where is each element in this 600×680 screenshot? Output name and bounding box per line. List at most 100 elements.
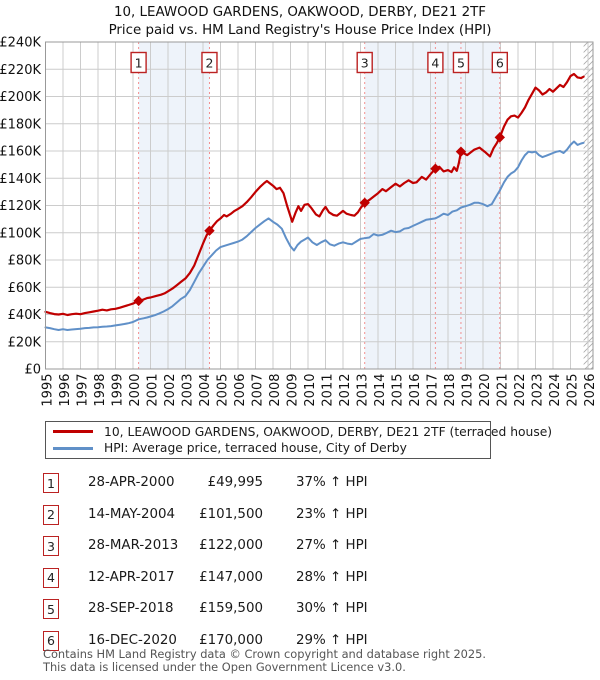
- svg-text:£40K: £40K: [8, 308, 42, 323]
- sale-date: 16-DEC-2020: [88, 632, 177, 648]
- sale-price: £159,500: [199, 601, 263, 616]
- svg-text:3: 3: [361, 56, 369, 71]
- svg-text:2008: 2008: [268, 374, 283, 407]
- sale-date: 28-MAR-2013: [88, 538, 179, 553]
- svg-text:5: 5: [457, 56, 465, 71]
- svg-text:£80K: £80K: [8, 254, 42, 269]
- sale-vs-hpi: 27% ↑ HPI: [296, 538, 368, 553]
- sale-price: £49,995: [207, 475, 263, 490]
- svg-text:2003: 2003: [181, 374, 196, 407]
- svg-text:2015: 2015: [391, 374, 406, 407]
- svg-text:1996: 1996: [58, 374, 73, 407]
- svg-text:2021: 2021: [496, 374, 511, 407]
- sale-number-badge: 3: [43, 536, 59, 556]
- svg-text:2025: 2025: [566, 374, 581, 407]
- sale-row-2: 2 14-MAY-2004 £101,500 23% ↑ HPI: [43, 504, 583, 525]
- grid: [45, 41, 593, 370]
- svg-text:4: 4: [431, 56, 439, 71]
- sale-number-badge: 1: [43, 473, 59, 493]
- svg-text:2012: 2012: [338, 374, 353, 407]
- svg-text:2013: 2013: [356, 374, 371, 407]
- svg-text:2001: 2001: [146, 374, 161, 407]
- sale-number-badge: 2: [43, 504, 59, 525]
- sale-number-badge: 6: [43, 630, 59, 651]
- svg-text:2023: 2023: [531, 374, 546, 407]
- svg-text:2011: 2011: [321, 374, 336, 407]
- svg-text:2018: 2018: [443, 374, 458, 407]
- legend-item-property: 10, LEAWOOD GARDENS, OAKWOOD, DERBY, DE2…: [53, 425, 552, 439]
- sale-row-3: 3 28-MAR-2013 £122,000 27% ↑ HPI: [43, 536, 583, 556]
- svg-text:2019: 2019: [461, 374, 476, 407]
- hpi-line: [44, 140, 585, 331]
- svg-text:2022: 2022: [513, 374, 528, 407]
- price-history-chart: 1 2 3 4 5 6£0£20K£40K£60K£80K£100K£120K£140K£…: [0, 36, 599, 407]
- svg-text:£220K: £220K: [0, 63, 41, 78]
- svg-text:2024: 2024: [548, 374, 563, 407]
- legend-item-label: HPI: Average price, terraced house, City…: [104, 441, 407, 456]
- y-axis-labels: £0 £20K £40K £60K £80K £100K £120K £140K £160K £1…: [0, 36, 41, 378]
- plot-border: [45, 41, 594, 370]
- sale-price: £122,000: [199, 538, 263, 553]
- svg-text:2017: 2017: [426, 374, 441, 407]
- svg-text:£240K: £240K: [0, 36, 41, 51]
- svg-text:1995: 1995: [41, 374, 56, 407]
- svg-text:2006: 2006: [233, 374, 248, 407]
- sale-row-4: 4 12-APR-2017 £147,000 28% ↑ HPI: [43, 567, 583, 588]
- svg-text:2016: 2016: [408, 374, 423, 407]
- footer-line: This data is licensed under the Open Gov…: [43, 659, 406, 674]
- chart-legend: 10, LEAWOOD GARDENS, OAKWOOD, DERBY, DE2…: [45, 421, 552, 459]
- chart-subtitle: Price paid vs. HM Land Registry's House …: [108, 23, 492, 38]
- svg-text:6: 6: [496, 56, 504, 71]
- sale-vs-hpi: 37% ↑ HPI: [296, 475, 368, 490]
- sale-vs-hpi: 23% ↑ HPI: [296, 506, 368, 522]
- svg-text:2014: 2014: [373, 374, 388, 407]
- x-axis-labels: 1995 1996 1997 1998 1999 2000 2001 2002 2003 2004…: [41, 374, 599, 407]
- sale-date: 14-MAY-2004: [88, 506, 176, 522]
- svg-text:2020: 2020: [478, 374, 493, 407]
- svg-text:2004: 2004: [198, 374, 213, 407]
- svg-text:£180K: £180K: [0, 117, 41, 132]
- svg-text:£60K: £60K: [8, 281, 42, 296]
- svg-text:2026: 2026: [583, 374, 598, 407]
- license-footer: Contains HM Land Registry data © Crown c…: [43, 648, 486, 673]
- sale-vs-hpi: 29% ↑ HPI: [296, 632, 368, 648]
- sale-number-boxes: 1 2 3 4 5 6: [130, 51, 508, 74]
- svg-text:£160K: £160K: [0, 145, 41, 160]
- svg-text:2005: 2005: [216, 374, 231, 407]
- sale-date: 28-SEP-2018: [88, 601, 174, 616]
- sale-vs-hpi: 30% ↑ HPI: [296, 601, 368, 616]
- sale-price: £170,000: [199, 632, 263, 648]
- svg-text:2007: 2007: [251, 374, 266, 407]
- property-price-line: [44, 72, 585, 317]
- sale-vs-hpi: 28% ↑ HPI: [296, 569, 368, 585]
- sale-markers: [133, 132, 505, 307]
- chart-title: 10, LEAWOOD GARDENS, OAKWOOD, DERBY, DE2…: [113, 5, 487, 20]
- sale-row-6: 6 16-DEC-2020 £170,000 29% ↑ HPI: [43, 630, 583, 651]
- svg-text:£20K: £20K: [8, 335, 42, 350]
- svg-text:£100K: £100K: [0, 226, 41, 241]
- footer-line: Contains HM Land Registry data © Crown c…: [43, 647, 487, 661]
- svg-text:2010: 2010: [303, 374, 318, 407]
- svg-text:1: 1: [135, 56, 143, 71]
- sale-row-1: 1 28-APR-2000 £49,995 37% ↑ HPI: [43, 473, 583, 493]
- svg-text:£140K: £140K: [0, 172, 41, 187]
- svg-text:1999: 1999: [111, 374, 126, 407]
- svg-text:£0: £0: [24, 363, 41, 378]
- sale-row-5: 5 28-SEP-2018 £159,500 30% ↑ HPI: [43, 599, 583, 619]
- legend-item-hpi: HPI: Average price, terraced house, City…: [53, 441, 490, 455]
- sale-date: 12-APR-2017: [88, 569, 175, 585]
- sale-date: 28-APR-2000: [88, 475, 175, 490]
- sale-price: £101,500: [199, 506, 263, 522]
- sale-number-badge: 4: [43, 567, 59, 588]
- svg-text:2: 2: [205, 56, 213, 71]
- property-line-swatch: [53, 430, 93, 434]
- svg-text:2000: 2000: [128, 374, 143, 407]
- svg-text:£120K: £120K: [0, 199, 41, 214]
- svg-text:2009: 2009: [286, 374, 301, 407]
- svg-text:£200K: £200K: [0, 90, 41, 105]
- sale-number-badge: 5: [43, 599, 59, 619]
- svg-text:1998: 1998: [93, 374, 108, 407]
- svg-text:1997: 1997: [76, 374, 91, 407]
- svg-text:2002: 2002: [163, 374, 178, 407]
